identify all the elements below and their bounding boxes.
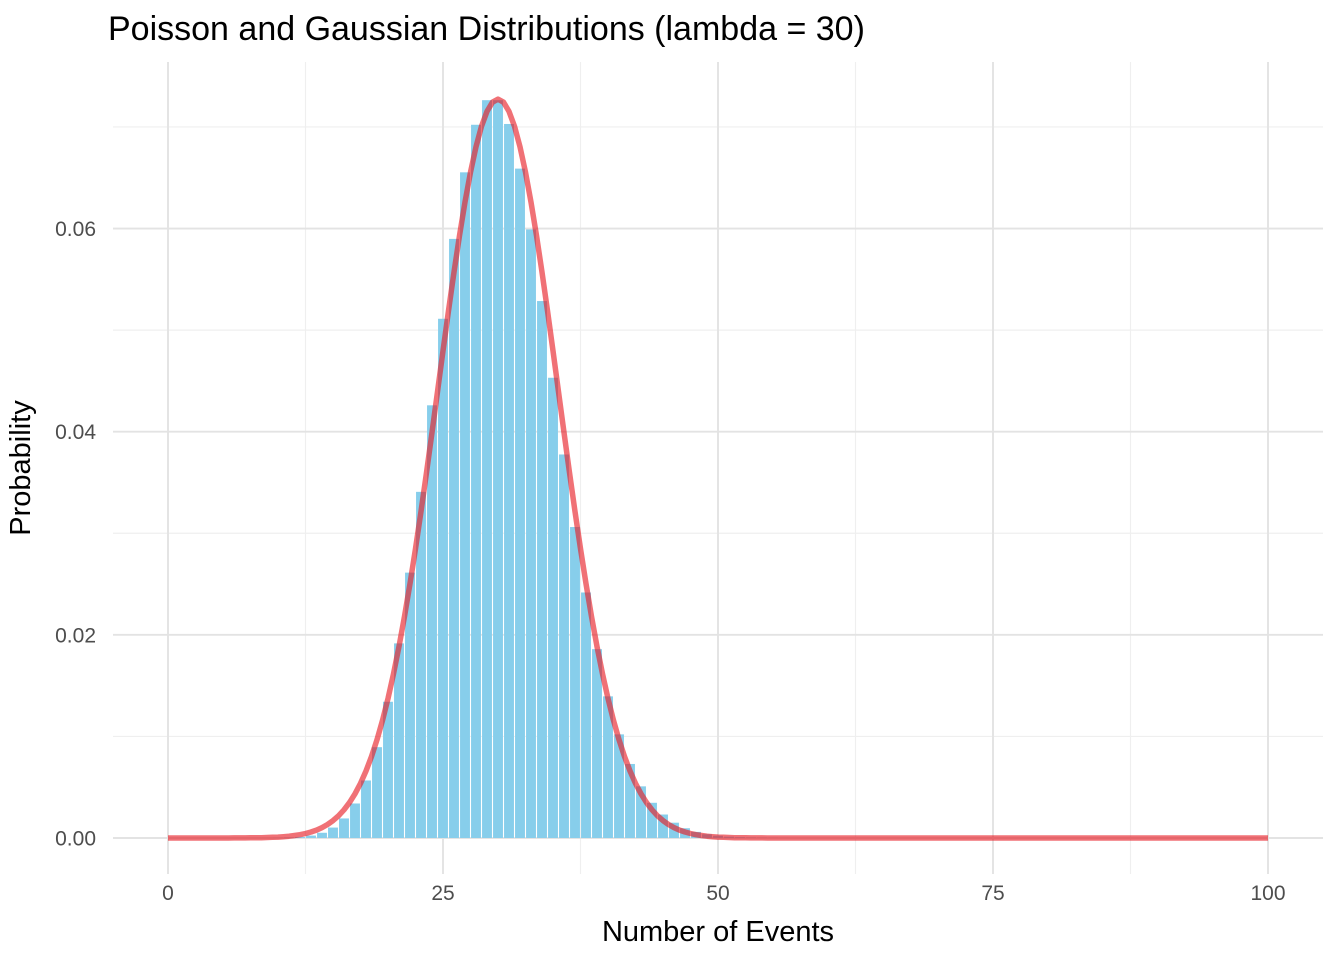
x-axis-tick-labels: 0 25 50 75 100	[162, 882, 1285, 905]
poisson-bar	[460, 172, 470, 838]
poisson-bar	[328, 827, 338, 838]
poisson-bar	[559, 454, 569, 838]
poisson-bar	[317, 832, 327, 838]
chart-title: Poisson and Gaussian Distributions (lamb…	[108, 10, 865, 48]
tick-label: 25	[431, 882, 454, 905]
tick-label: 75	[981, 882, 1004, 905]
gaussian-curve	[168, 96, 1268, 841]
poisson-bar	[603, 696, 613, 838]
poisson-bar	[361, 780, 371, 838]
poisson-bar	[493, 100, 503, 839]
poisson-bar	[372, 747, 382, 838]
poisson-bar	[581, 592, 591, 838]
poisson-bar	[339, 818, 349, 838]
poisson-bar	[427, 405, 437, 838]
poisson-bar	[658, 814, 668, 838]
poisson-bar	[625, 763, 635, 838]
tick-label: 0.04	[55, 421, 96, 444]
poisson-bar	[405, 572, 415, 838]
y-axis-title: Probability	[5, 400, 37, 536]
poisson-bar	[592, 649, 602, 838]
poisson-bar	[570, 527, 580, 838]
y-axis-tick-labels: 0.00 0.02 0.04 0.06	[55, 218, 96, 850]
poisson-bar	[383, 701, 393, 838]
tick-label: 50	[706, 882, 729, 905]
tick-label: 0.06	[55, 218, 96, 241]
poisson-bars	[251, 100, 789, 839]
poisson-bar	[537, 301, 547, 838]
poisson-bar	[647, 802, 657, 838]
poisson-bar	[504, 123, 514, 839]
tick-label: 0.00	[55, 828, 96, 851]
poisson-bar	[526, 229, 536, 838]
tick-label: 100	[1250, 882, 1285, 905]
poisson-bar	[614, 734, 624, 838]
poisson-bar	[449, 238, 459, 838]
tick-label: 0.02	[55, 624, 96, 647]
poisson-bar	[515, 168, 525, 839]
poisson-bar	[306, 835, 316, 838]
poisson-bar	[394, 643, 404, 838]
x-axis-title: Number of Events	[602, 916, 834, 948]
poisson-bar	[438, 318, 448, 838]
tick-label: 0	[162, 882, 174, 905]
poisson-bar	[416, 491, 426, 838]
poisson-bar	[548, 377, 558, 838]
poisson-bar	[636, 786, 646, 838]
poisson-bar	[482, 100, 492, 839]
poisson-bar	[471, 124, 481, 838]
poisson-bar	[350, 803, 360, 838]
